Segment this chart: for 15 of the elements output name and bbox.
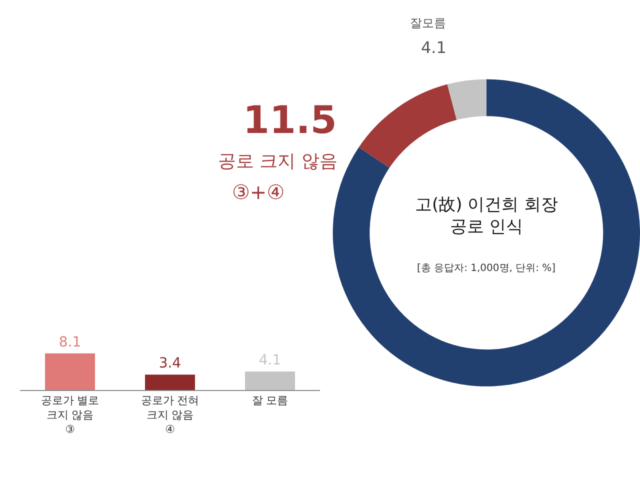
x-tick-label: 공로가 별로 크지 않음 ③ — [40, 394, 100, 436]
slice-label: 잘모름 — [410, 16, 446, 30]
data-label: 4.1 — [421, 38, 446, 57]
text: 고(故) 이건희 회장 공로 인식 — [415, 195, 558, 238]
donut-slice — [447, 79, 486, 120]
slice-label: 공로 크지 않음 — [218, 151, 338, 172]
data-label: 3.4 — [158, 356, 182, 372]
x-tick-label: 공로가 전혀 크지 않음 ④ — [140, 394, 200, 436]
text: ③+④ — [232, 180, 285, 204]
text: [총 응답자: 1,000명, 단위: %] — [417, 263, 556, 274]
donut-slice — [358, 84, 457, 168]
data-label: 4.1 — [258, 352, 282, 368]
data-label: 11.5 — [243, 98, 337, 142]
data-label: 8.1 — [58, 334, 82, 350]
x-tick-label: 잘 모름 — [252, 394, 288, 408]
